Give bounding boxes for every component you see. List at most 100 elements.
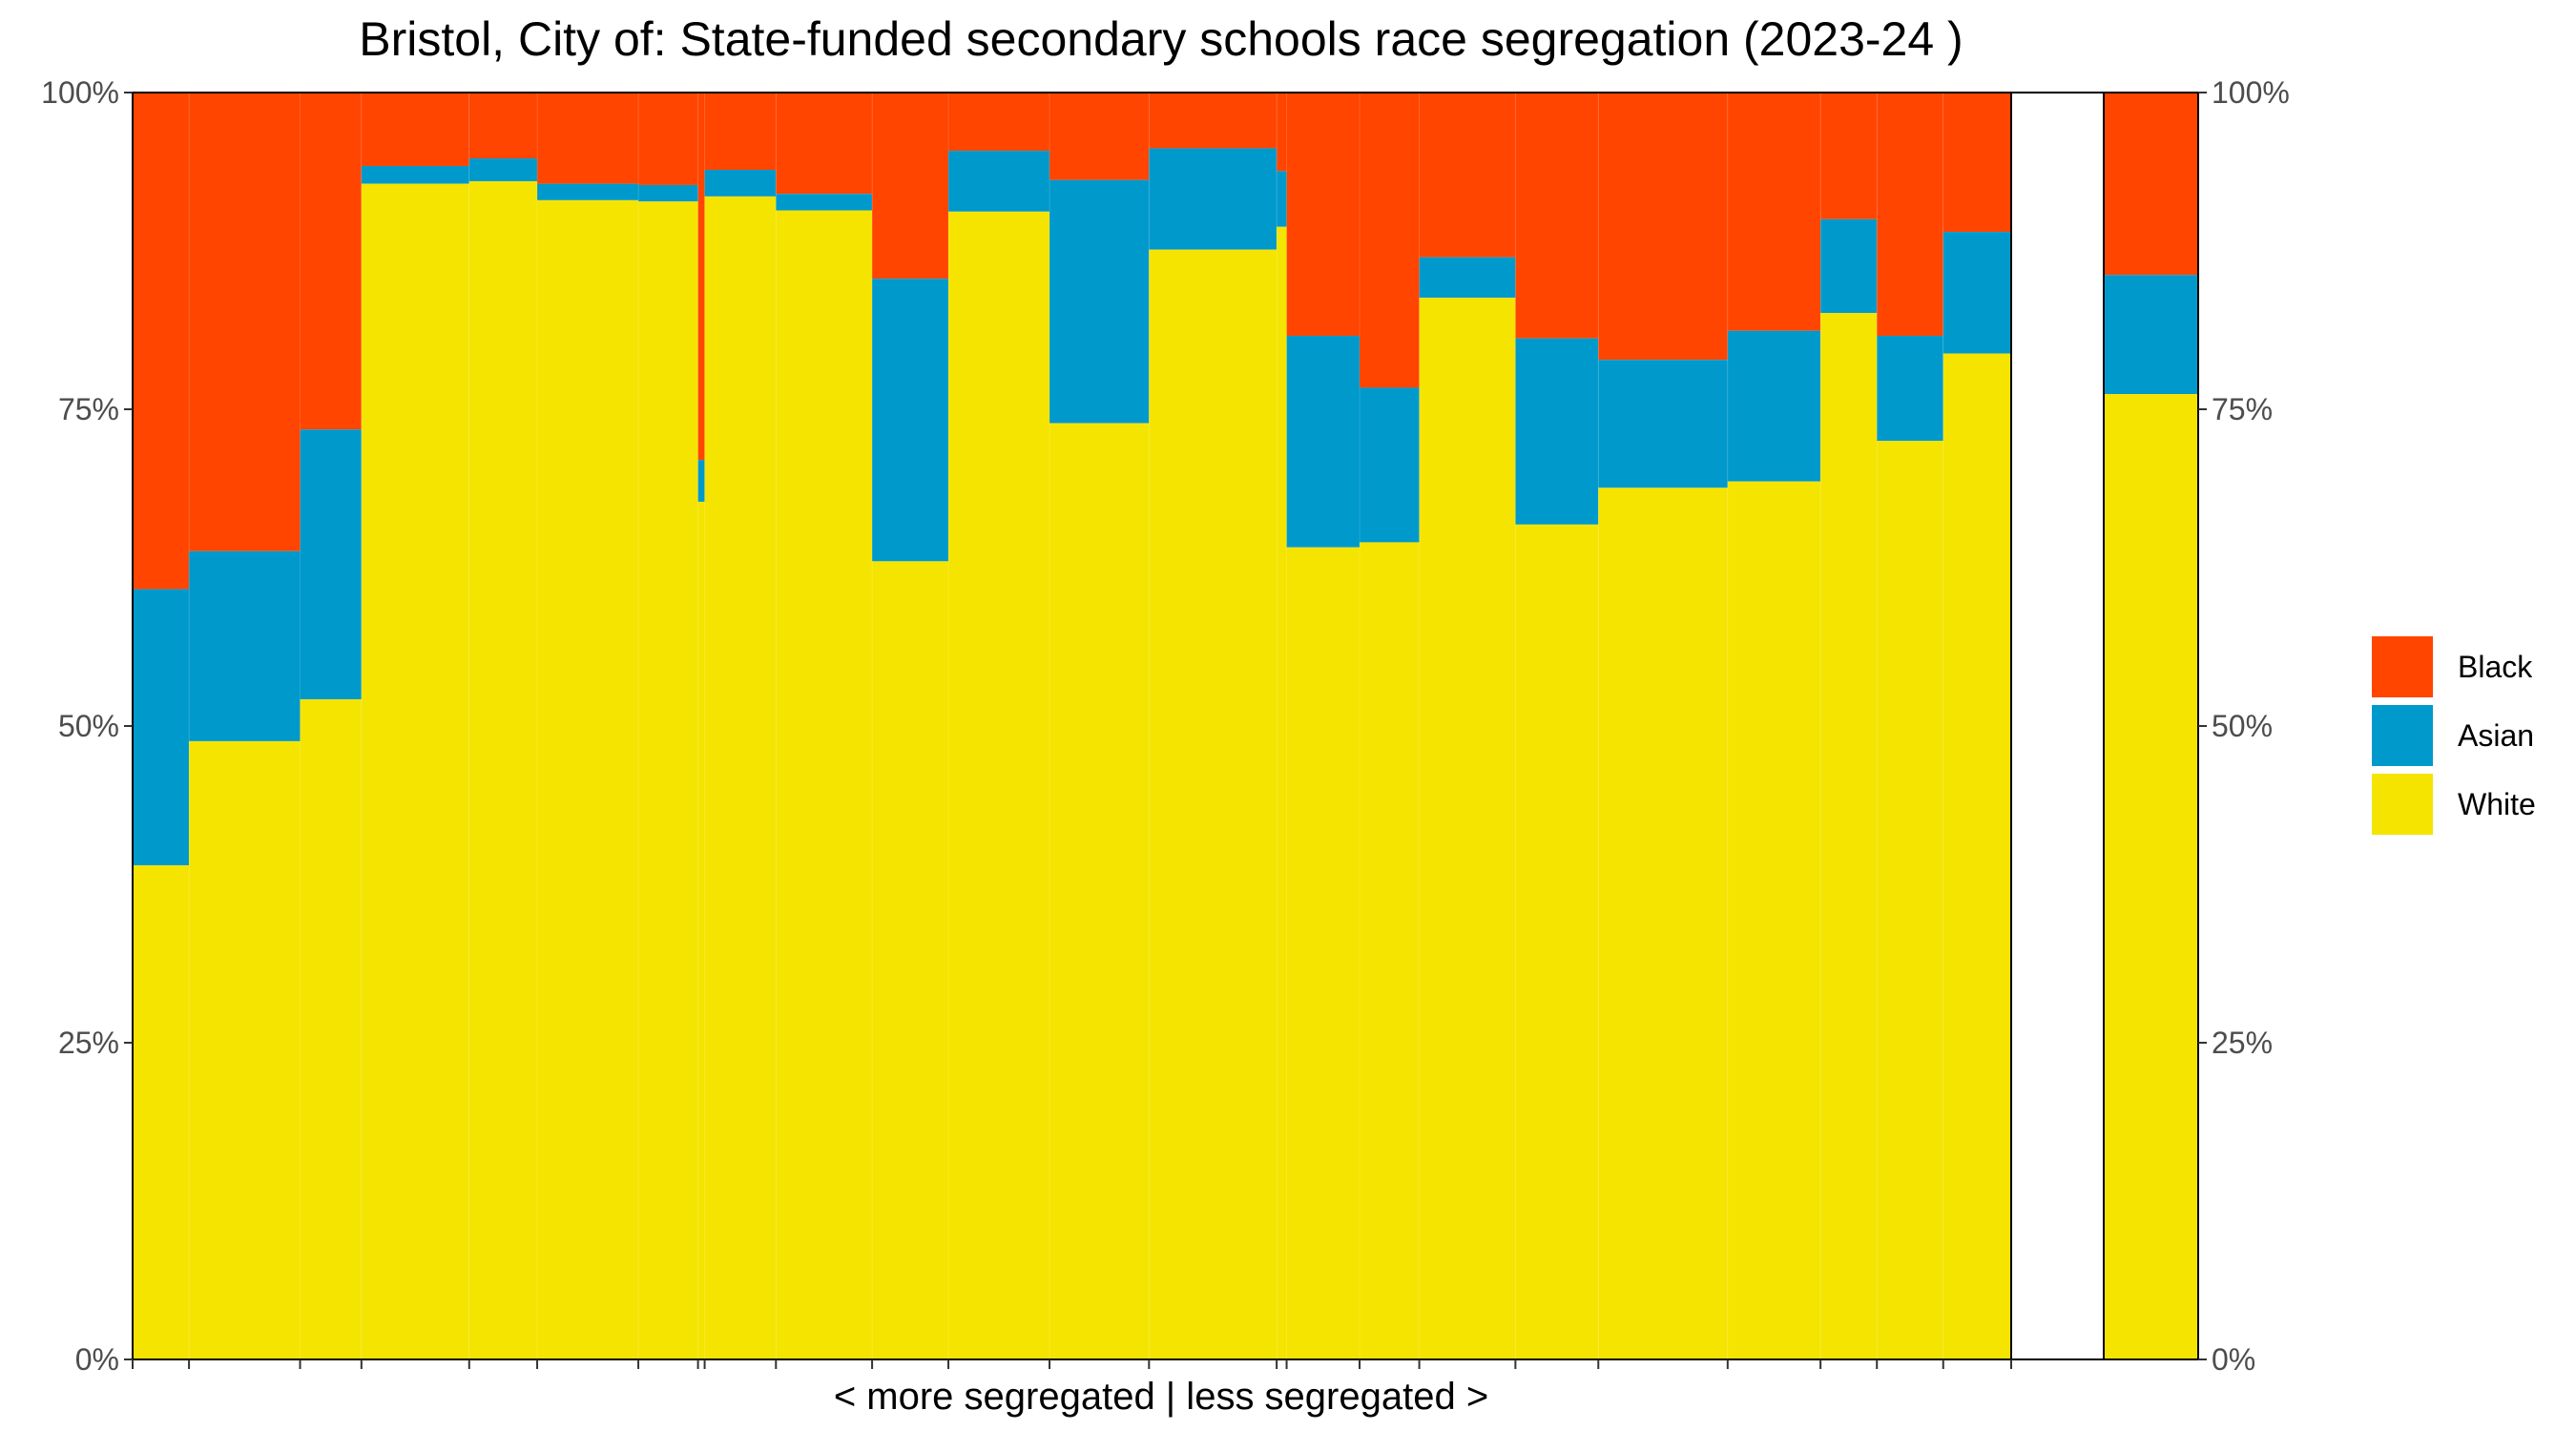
school-10-white [776, 210, 873, 1359]
school-12-asian [948, 151, 1050, 212]
school-11-black [872, 93, 949, 280]
school-23-asian [1877, 335, 1943, 442]
y-tick-label-right: 0% [2212, 1342, 2255, 1377]
school-11-asian [872, 279, 949, 562]
y-tick-label-left: 75% [58, 392, 119, 426]
school-2-white [189, 740, 301, 1359]
legend-swatch-black [2372, 636, 2433, 697]
overall-panel [2103, 92, 2199, 1360]
school-1-black [133, 93, 190, 590]
plot-area [132, 92, 2012, 1360]
school-10-asian [776, 194, 873, 211]
school-18-white [1419, 298, 1516, 1359]
school-4-black [361, 93, 469, 167]
school-23-white [1877, 441, 1943, 1359]
school-20-white [1598, 487, 1728, 1359]
legend: Black Asian White [2372, 636, 2536, 835]
school-21-white [1727, 481, 1821, 1359]
school-5-black [468, 93, 538, 159]
school-8-white [697, 501, 705, 1359]
chart-title: Bristol, City of: State-funded secondary… [359, 12, 1963, 66]
school-22-black [1820, 93, 1878, 219]
school-13-white [1049, 423, 1150, 1359]
school-12-black [948, 93, 1050, 152]
school-9-asian [704, 170, 777, 197]
y-tick-label-right: 75% [2212, 392, 2273, 426]
school-3-black [300, 93, 362, 430]
school-7-asian [638, 184, 698, 202]
y-tick-label-right: 50% [2212, 709, 2273, 743]
school-2-black [189, 93, 301, 551]
school-9-white [704, 196, 777, 1359]
school-21-asian [1727, 330, 1821, 482]
school-16-asian [1286, 335, 1361, 548]
school-19-black [1515, 93, 1599, 339]
school-5-white [468, 180, 538, 1360]
school-14-black [1149, 93, 1278, 149]
school-2-asian [189, 550, 301, 741]
y-axis-right: 0% 25% 50% 75% 100% [2198, 75, 2290, 1377]
school-13-asian [1049, 179, 1150, 424]
school-8-asian [697, 460, 705, 502]
legend-swatch-asian [2372, 705, 2433, 766]
x-axis-label: < more segregated | less segregated > [834, 1376, 1488, 1418]
school-12-white [948, 211, 1050, 1359]
y-tick-label-left: 0% [75, 1342, 119, 1377]
y-tick-label-right: 100% [2212, 75, 2290, 110]
school-1-white [133, 865, 190, 1359]
y-axis-left: 0% 25% 50% 75% 100% [41, 75, 133, 1377]
school-11-white [872, 561, 949, 1359]
y-tick-label-left: 25% [58, 1026, 119, 1060]
school-21-black [1727, 93, 1821, 331]
school-6-black [537, 93, 639, 184]
school-22-white [1820, 313, 1878, 1359]
school-3-white [300, 699, 362, 1359]
school-24-white [1942, 353, 2011, 1359]
y-tick-label-right: 25% [2212, 1026, 2273, 1060]
school-13-black [1049, 93, 1150, 180]
school-16-black [1286, 93, 1361, 336]
panel-gap [2010, 92, 2105, 1360]
y-tick-label-left: 50% [58, 709, 119, 743]
school-22-asian [1820, 218, 1878, 314]
school-8-black [697, 93, 705, 461]
school-18-black [1419, 93, 1516, 258]
overall-asian [2104, 275, 2198, 395]
school-24-asian [1942, 232, 2011, 354]
school-4-white [361, 183, 469, 1360]
school-3-asian [300, 429, 362, 700]
school-15-black [1277, 93, 1287, 172]
school-4-asian [361, 166, 469, 184]
school-5-asian [468, 158, 538, 181]
legend-label-black: Black [2458, 650, 2533, 684]
overall-black [2104, 93, 2198, 276]
school-7-black [638, 93, 698, 185]
overall-white [2104, 394, 2198, 1360]
school-20-black [1598, 93, 1728, 361]
school-17-black [1360, 93, 1420, 388]
y-tick-label-left: 100% [41, 75, 119, 110]
school-6-asian [537, 183, 639, 200]
school-15-asian [1277, 171, 1287, 227]
school-7-white [638, 201, 698, 1359]
legend-label-white: White [2458, 787, 2536, 821]
school-10-black [776, 93, 873, 195]
school-19-white [1515, 524, 1599, 1359]
school-24-black [1942, 93, 2011, 233]
x-axis [132, 1359, 2012, 1369]
school-17-asian [1360, 387, 1420, 543]
school-18-asian [1419, 257, 1516, 299]
school-14-asian [1149, 148, 1278, 250]
school-15-white [1277, 226, 1287, 1359]
legend-swatch-white [2372, 774, 2433, 835]
school-17-white [1360, 542, 1420, 1359]
school-16-white [1286, 547, 1361, 1359]
school-14-white [1149, 249, 1278, 1359]
legend-label-asian: Asian [2458, 718, 2534, 753]
school-23-black [1877, 93, 1943, 336]
school-9-black [704, 93, 777, 171]
school-6-white [537, 199, 639, 1359]
school-20-asian [1598, 360, 1728, 488]
school-19-asian [1515, 338, 1599, 525]
